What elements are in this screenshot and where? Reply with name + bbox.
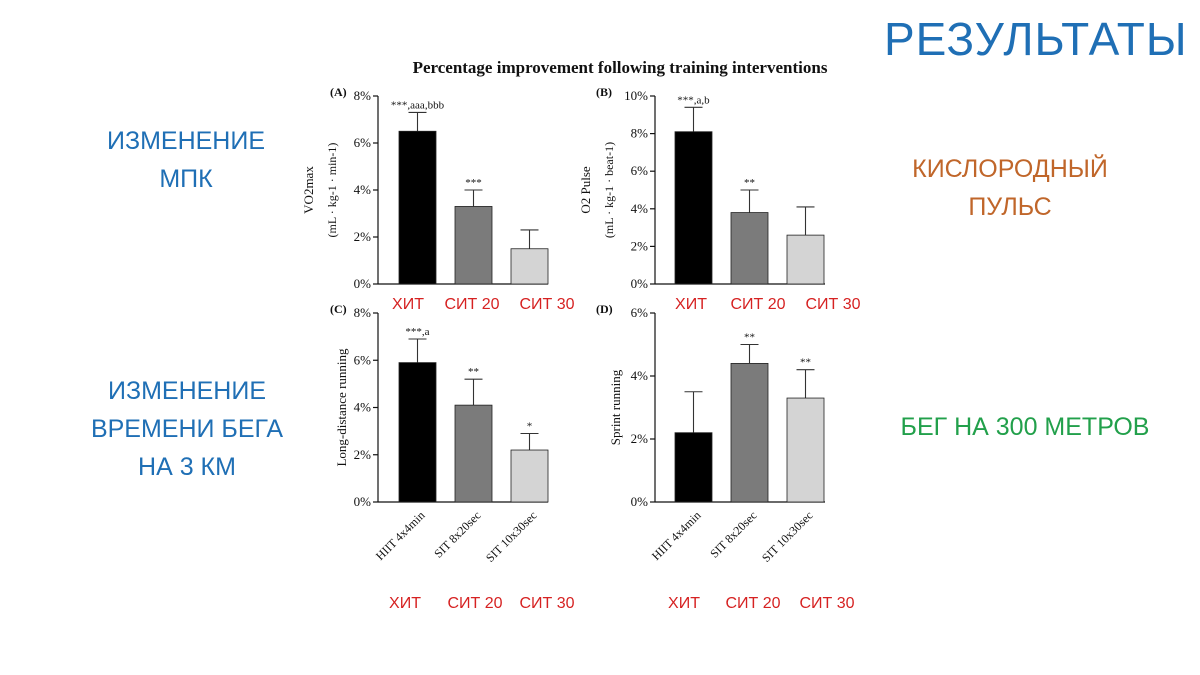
y-tick-label: 0%: [631, 276, 649, 291]
ru-label-hit: ХИТ: [392, 296, 424, 313]
label-line: МПК: [159, 165, 213, 193]
figure-title: Percentage improvement following trainin…: [412, 58, 828, 77]
bar: [398, 362, 437, 503]
y-tick-label: 2%: [354, 229, 372, 244]
y-axis-unit: (mL · kg-1 · min-1): [325, 143, 339, 238]
label-line: ПУЛЬС: [968, 193, 1052, 221]
y-tick-label: 4%: [631, 201, 649, 216]
label-vo2max-change: ИЗМЕНЕНИЕ МПК: [96, 122, 276, 198]
bar: [510, 449, 549, 503]
significance-label: ***,a: [405, 326, 429, 338]
ru-label-sit30: СИТ 30: [519, 296, 575, 313]
label-line: НА 3 КМ: [138, 453, 236, 481]
x-tick-label: SIT 10x30sec: [759, 508, 816, 565]
bar: [674, 131, 713, 285]
label-300m-run: БЕГ НА 300 МЕТРОВ: [900, 413, 1150, 441]
y-tick-label: 6%: [354, 135, 372, 150]
ru-label-sit30: СИТ 30: [799, 595, 855, 612]
y-axis-title: Sprint running: [608, 369, 623, 445]
chart-panel-d: (D) 0% 2% 4% 6% Sprint running HIIT 4x4min ** SI…: [596, 302, 825, 565]
bar: [674, 432, 713, 503]
y-axis-unit: (mL · kg-1 · beat-1): [602, 142, 616, 238]
x-tick-label: SIT 8x20sec: [707, 508, 759, 560]
ru-label-sit20: СИТ 20: [447, 595, 503, 612]
label-line: ИЗМЕНЕНИЕ: [108, 377, 266, 405]
label-line: ИЗМЕНЕНИЕ: [107, 127, 265, 155]
panel-label: (B): [596, 85, 612, 99]
x-tick-label: SIT 10x30sec: [483, 508, 540, 565]
significance-label: **: [744, 332, 755, 344]
y-tick-label: 2%: [631, 238, 649, 253]
bar: [454, 206, 493, 285]
y-tick-label: 6%: [631, 305, 649, 320]
y-tick-label: 0%: [631, 494, 649, 509]
significance-label: ***,a,b: [677, 94, 710, 106]
bar: [730, 362, 769, 503]
label-3km-run-change: ИЗМЕНЕНИЕ ВРЕМЕНИ БЕГА НА 3 КМ: [80, 372, 294, 486]
y-tick-label: 2%: [631, 431, 649, 446]
significance-label: ***,aaa,bbb: [391, 99, 445, 111]
ru-label-sit30: СИТ 30: [805, 296, 861, 313]
y-axis-title: O2 Pulse: [578, 166, 593, 214]
significance-label: *: [527, 420, 533, 432]
chart-panel-b: (B) 0% 2% 4% 6% 8% 10% O2 Pulse (mL · kg-1 · bea…: [578, 85, 825, 291]
panel-label: (D): [596, 302, 613, 316]
y-tick-label: 2%: [354, 447, 372, 462]
ru-label-sit20: СИТ 20: [725, 595, 781, 612]
y-axis-title: VO2max: [301, 166, 316, 214]
y-tick-label: 8%: [354, 88, 372, 103]
ru-label-sit30: СИТ 30: [519, 595, 575, 612]
label-line: КИСЛОРОДНЫЙ: [912, 155, 1108, 183]
significance-label: **: [800, 357, 811, 369]
x-tick-label: HIIT 4x4min: [373, 508, 428, 563]
ru-label-hit: ХИТ: [675, 296, 707, 313]
label-oxygen-pulse: КИСЛОРОДНЫЙ ПУЛЬС: [902, 150, 1118, 226]
slide-title: РЕЗУЛЬТАТЫ: [884, 13, 1188, 65]
bar: [454, 404, 493, 503]
ru-label-sit20: СИТ 20: [730, 296, 786, 313]
y-tick-label: 0%: [354, 276, 372, 291]
panel-label: (A): [330, 85, 347, 99]
bar: [786, 234, 825, 285]
y-tick-label: 8%: [631, 126, 649, 141]
chart-panel-a: (A) 0% 2% 4% 6% 8% VO2max (mL · kg-1 · min-1) **…: [301, 85, 549, 291]
y-tick-label: 8%: [354, 305, 372, 320]
y-tick-label: 10%: [624, 88, 648, 103]
chart-panel-c: (C) 0% 2% 4% 6% 8% Long-distance running ***,a H…: [330, 302, 549, 565]
ru-label-hit: ХИТ: [668, 595, 700, 612]
bar: [510, 248, 549, 285]
x-tick-label: SIT 8x20sec: [431, 508, 483, 560]
x-tick-label: HIIT 4x4min: [649, 508, 704, 563]
y-tick-label: 6%: [354, 352, 372, 367]
significance-label: ***: [465, 177, 482, 189]
label-line: ВРЕМЕНИ БЕГА: [90, 415, 284, 443]
bar: [398, 130, 437, 285]
bar: [730, 212, 769, 285]
y-axis-title: Long-distance running: [334, 348, 349, 467]
ru-label-sit20: СИТ 20: [444, 296, 500, 313]
y-tick-label: 4%: [354, 400, 372, 415]
bar: [786, 397, 825, 503]
ru-label-hit: ХИТ: [389, 595, 421, 612]
y-tick-label: 0%: [354, 494, 372, 509]
significance-label: **: [468, 366, 479, 378]
y-tick-label: 6%: [631, 163, 649, 178]
y-tick-label: 4%: [354, 182, 372, 197]
panel-label: (C): [330, 302, 347, 316]
y-tick-label: 4%: [631, 368, 649, 383]
significance-label: **: [744, 177, 755, 189]
